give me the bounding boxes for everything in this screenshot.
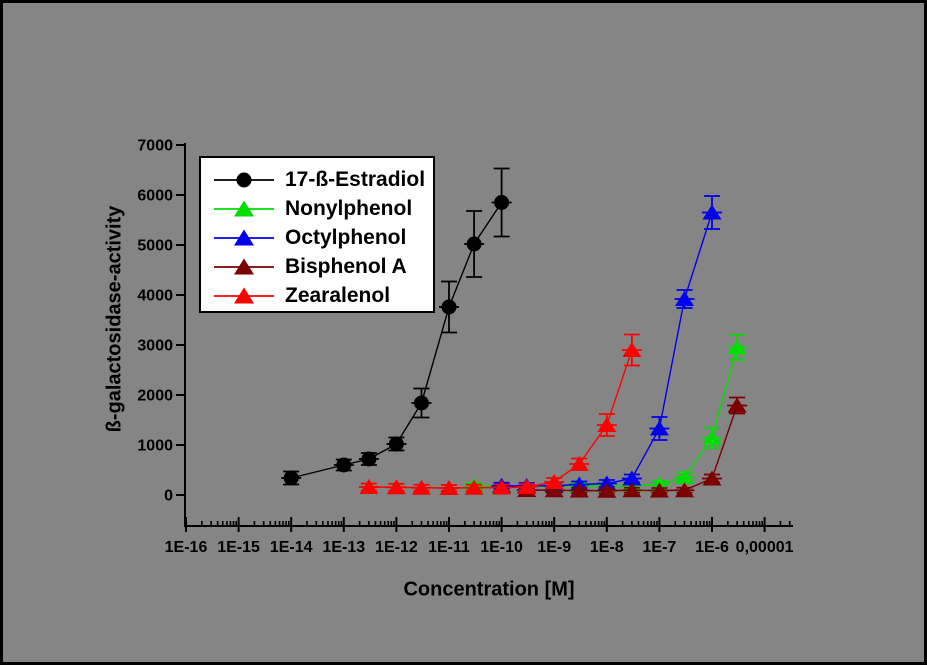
bisphenol-a-data-point	[569, 482, 589, 498]
x-tick-label: 1E-10	[480, 539, 523, 556]
x-tick-label: 1E-16	[165, 539, 208, 556]
bisphenol-a-data-point	[597, 482, 617, 498]
y-axis-title: ß-galactosidase-activity	[103, 205, 126, 433]
zearalenol-data-point	[464, 479, 484, 495]
17-estradiol-data-point	[336, 457, 352, 473]
17-estradiol-data-point	[283, 470, 299, 486]
x-tick-label: 1E-6	[695, 539, 729, 556]
y-tick-label: 6000	[137, 188, 173, 205]
y-tick-label: 3000	[137, 338, 173, 355]
legend-label: Octylphenol	[285, 226, 407, 249]
x-tick-label: 1E-11	[428, 539, 470, 556]
bisphenol-a-data-point	[727, 397, 747, 413]
legend-entry-nonylphenol: Nonylphenol	[201, 194, 433, 223]
legend-label: Zearalenol	[285, 284, 391, 307]
series-zearalenol	[358, 333, 642, 495]
zearalenol-data-point	[386, 479, 406, 495]
17-estradiol-data-point	[413, 395, 429, 411]
octylphenol-data-point	[702, 204, 722, 220]
octylphenol-data-point	[622, 470, 642, 486]
nonylphenol-data-point	[727, 339, 747, 355]
y-tick-label: 1000	[137, 438, 173, 455]
zearalenol-data-point	[517, 479, 537, 494]
series-octylphenol	[491, 195, 722, 493]
y-tick-label: 4000	[137, 288, 173, 305]
x-tick-label: 0,00001	[736, 539, 794, 556]
nonylphenol-data-point	[674, 469, 694, 484]
x-tick-label: 1E-14	[270, 539, 313, 556]
17-estradiol-data-point	[494, 195, 510, 210]
legend-label: Bisphenol A	[285, 255, 407, 278]
bisphenol-a-data-point	[544, 482, 564, 498]
octylphenol-triangle-marker-icon	[214, 229, 274, 245]
zearalenol-data-point	[622, 342, 642, 357]
octylphenol-data-point	[674, 291, 694, 306]
bisphenol-a-data-point	[649, 482, 669, 498]
bisphenol-a-data-point	[622, 482, 642, 498]
17-estradiol-data-point	[388, 436, 404, 452]
axes: 0 1000 2000 3000 4000 5000 6000 7000 1E-16 1E-15 1…	[137, 138, 793, 557]
legend-entry-zearalenol: Zearalenol	[201, 281, 433, 310]
x-tick-label: 1E-9	[537, 539, 571, 556]
legend-entry-estradiol: 17-ß-Estradiol	[201, 165, 433, 194]
y-tick-label: 0	[164, 488, 173, 505]
octylphenol-data-point	[649, 420, 669, 436]
17-estradiol-data-point	[441, 299, 457, 315]
nonylphenol-triangle-marker-icon	[214, 200, 274, 216]
bisphenol-a-triangle-marker-icon	[214, 258, 274, 274]
zearalenol-data-point	[597, 417, 617, 432]
x-tick-label: 1E-7	[643, 539, 677, 556]
y-tick-label: 5000	[137, 238, 173, 255]
y-tick-label: 7000	[137, 138, 173, 155]
zearalenol-data-point	[544, 474, 564, 489]
chart-plot: 0 1000 2000 3000 4000 5000 6000 7000 1E-16 1E-15 1…	[137, 138, 793, 557]
x-axis-title: Concentration [M]	[403, 578, 575, 601]
x-tick-label: 1E-13	[322, 539, 365, 556]
zearalenol-data-point	[569, 456, 589, 471]
bisphenol-a-data-point	[674, 482, 694, 498]
zearalenol-triangle-marker-icon	[214, 287, 274, 303]
x-tick-label: 1E-15	[217, 539, 260, 556]
legend: 17-ß-Estradiol Nonylphenol Octylphenol B…	[199, 156, 435, 313]
x-tick-label: 1E-12	[375, 539, 418, 556]
legend-entry-octylphenol: Octylphenol	[201, 223, 433, 252]
x-tick-label: 1E-8	[590, 539, 624, 556]
zearalenol-data-point	[411, 479, 431, 495]
nonylphenol-data-point	[702, 430, 722, 445]
legend-entry-bisphenol-a: Bisphenol A	[201, 252, 433, 281]
zearalenol-data-point	[359, 479, 379, 494]
y-tick-label: 2000	[137, 388, 173, 405]
zearalenol-data-point	[492, 479, 512, 495]
17-estradiol-data-point	[361, 451, 377, 467]
bisphenol-a-data-point	[702, 470, 722, 486]
estradiol-circle-marker-icon	[214, 172, 274, 187]
series-17-estradiol	[281, 167, 512, 486]
legend-label: Nonylphenol	[285, 197, 413, 220]
17-estradiol-data-point	[466, 236, 482, 252]
zearalenol-data-point	[439, 480, 459, 495]
legend-label: 17-ß-Estradiol	[285, 168, 426, 191]
